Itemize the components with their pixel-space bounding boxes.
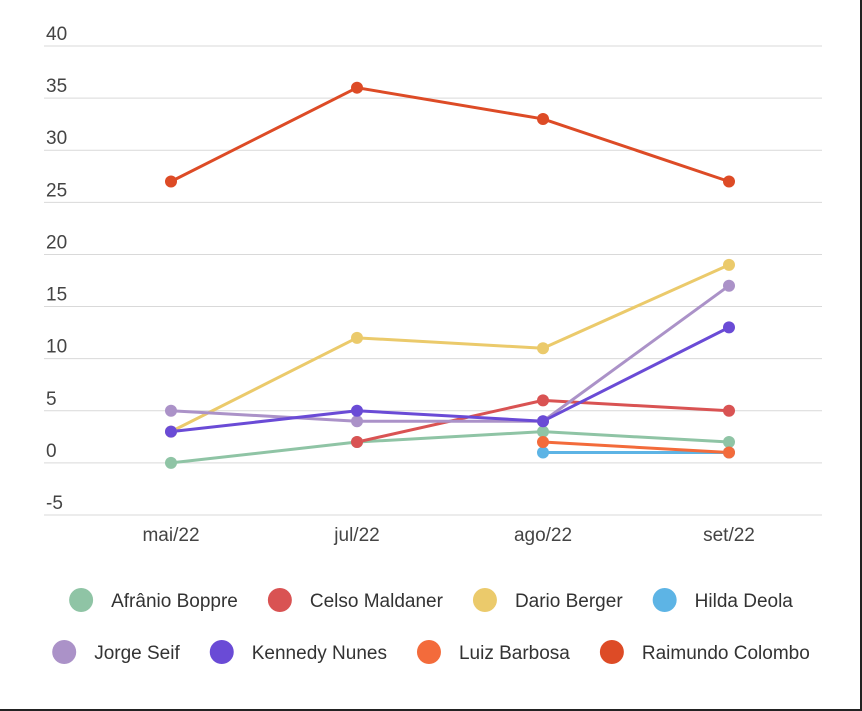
legend-swatch <box>267 588 292 612</box>
legend-label: Dario Berger <box>515 591 623 612</box>
x-tick-label: ago/22 <box>514 525 572 546</box>
series-line <box>170 326 730 434</box>
legend-swatch <box>52 640 77 664</box>
data-point[interactable] <box>351 436 363 449</box>
data-point[interactable] <box>723 321 735 334</box>
data-point[interactable] <box>351 331 363 344</box>
data-point[interactable] <box>537 394 549 407</box>
legend-label: Hilda Deola <box>695 591 794 612</box>
data-point[interactable] <box>351 415 363 428</box>
data-point[interactable] <box>537 415 549 428</box>
legend-swatch <box>416 640 441 664</box>
legend-swatch <box>472 588 497 612</box>
legend-swatch <box>69 588 94 612</box>
x-tick-label: jul/22 <box>333 525 379 546</box>
y-axis-ticks: -5 0 5 10 15 20 25 30 35 40 <box>46 24 67 514</box>
y-tick-label: 20 <box>46 232 67 253</box>
y-tick-label: 10 <box>46 337 67 358</box>
data-point[interactable] <box>165 456 177 469</box>
legend-swatch <box>209 640 234 664</box>
x-tick-label: set/22 <box>703 525 755 546</box>
data-point[interactable] <box>537 436 549 449</box>
data-point[interactable] <box>537 446 549 459</box>
y-tick-label: 0 <box>46 441 57 462</box>
legend-label: Afrânio Boppre <box>111 591 238 612</box>
legend-swatch <box>652 588 677 612</box>
data-point[interactable] <box>165 175 177 188</box>
data-point[interactable] <box>723 404 735 417</box>
y-tick-label: 5 <box>46 389 57 410</box>
series-line <box>170 430 730 465</box>
data-point[interactable] <box>723 446 735 459</box>
data-point[interactable] <box>723 258 735 271</box>
data-point[interactable] <box>723 175 735 188</box>
data-point[interactable] <box>723 436 735 449</box>
legend-swatch <box>599 640 624 664</box>
data-point[interactable] <box>351 404 363 417</box>
series-lines <box>170 86 730 465</box>
legend-label: Luiz Barbosa <box>459 643 570 664</box>
y-tick-label: 15 <box>46 285 67 306</box>
data-point[interactable] <box>165 425 177 438</box>
legend-label: Kennedy Nunes <box>252 643 387 664</box>
series-line <box>542 440 730 454</box>
legend-label: Raimundo Colombo <box>642 643 810 664</box>
data-point[interactable] <box>351 81 363 94</box>
y-tick-label: 35 <box>46 76 67 97</box>
series-line <box>170 86 730 183</box>
series-points <box>165 81 735 469</box>
series-line <box>170 263 730 433</box>
data-point[interactable] <box>723 279 735 292</box>
legend-label: Jorge Seif <box>94 643 180 664</box>
legend-label: Celso Maldaner <box>310 591 444 612</box>
y-tick-label: 30 <box>46 128 67 149</box>
data-point[interactable] <box>165 404 177 417</box>
y-tick-label: 25 <box>46 180 67 201</box>
y-tick-label: -5 <box>46 493 63 514</box>
data-point[interactable] <box>537 342 549 355</box>
x-axis-ticks: mai/22 jul/22 ago/22 set/22 <box>142 525 754 546</box>
legend: Afrânio Boppre Celso Maldaner Dario Berger… <box>52 588 810 664</box>
data-point[interactable] <box>537 112 549 125</box>
x-tick-label: mai/22 <box>142 525 199 546</box>
series-line <box>170 284 730 423</box>
grid-lines <box>44 45 822 516</box>
y-tick-label: 40 <box>46 24 67 45</box>
data-point[interactable] <box>537 425 549 438</box>
